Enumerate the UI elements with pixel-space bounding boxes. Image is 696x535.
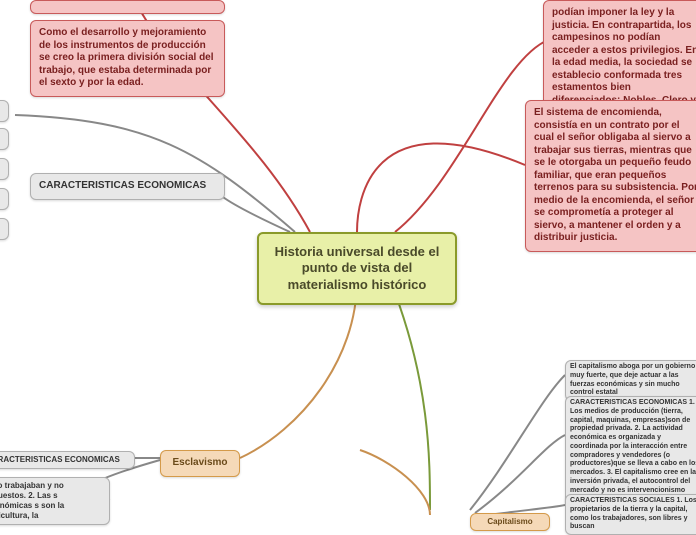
node-redBlank (30, 0, 225, 14)
node-grayBottom: s no trabajaban y no mpuestos. 2. Las s … (0, 477, 110, 525)
node-leftEdge1 (0, 100, 9, 122)
center-node: Historia universal desde el punto de vis… (257, 232, 457, 305)
node-grayCE2: CARACTERISTICAS ECONOMICAS (0, 451, 135, 469)
node-leftEdge2 (0, 128, 9, 150)
node-leftEdge3 (0, 158, 9, 180)
connector (475, 435, 565, 513)
connector (215, 183, 290, 232)
connector (360, 450, 430, 515)
connector (240, 280, 357, 458)
node-grayR2: CARACTERISTICAS ECONOMICAS 1. Los medios… (565, 396, 696, 507)
connector (390, 280, 430, 510)
node-grayR3: CARACTERISTICAS SOCIALES 1. Los propieta… (565, 494, 696, 535)
node-esclavismo: Esclavismo (160, 450, 240, 477)
node-leftEdge4 (0, 188, 9, 210)
node-redRight2: El sistema de encomienda, consistía en u… (525, 100, 696, 252)
node-capitalismo: Capitalismo (470, 513, 550, 531)
node-grayCE1: CARACTERISTICAS ECONOMICAS (30, 173, 225, 200)
node-redTop: Como el desarrollo y mejoramiento de los… (30, 20, 225, 97)
node-grayR1: El capitalismo aboga por un gobierno muy… (565, 360, 696, 401)
connector (470, 375, 565, 510)
connector (357, 143, 525, 232)
node-leftEdge5 (0, 218, 9, 240)
